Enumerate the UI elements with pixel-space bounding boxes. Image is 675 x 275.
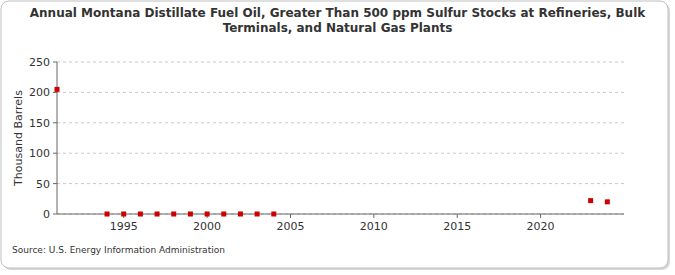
point [255, 212, 260, 217]
point [605, 199, 610, 204]
chart-container: Annual Montana Distillate Fuel Oil, Grea… [0, 0, 675, 275]
x-tick-label: 2005 [276, 220, 304, 233]
point [238, 212, 243, 217]
point [221, 212, 226, 217]
x-tick-label: 1995 [110, 220, 138, 233]
y-tick-label: 150 [29, 117, 50, 130]
title-line: Annual Montana Distillate Fuel Oil, Grea… [30, 6, 646, 20]
y-tick [53, 62, 57, 63]
point [121, 212, 126, 217]
point [138, 212, 143, 217]
point [588, 198, 593, 203]
y-tick [53, 92, 57, 93]
point [271, 212, 276, 217]
title-line: Terminals, and Natural Gas Plants [223, 21, 453, 35]
x-tick [457, 214, 458, 218]
y-tick-label: 50 [36, 178, 50, 191]
x-tick-label: 2010 [360, 220, 388, 233]
grid-line [57, 153, 624, 154]
point [188, 212, 193, 217]
source: Source: U.S. Energy Information Administ… [12, 245, 225, 255]
point [205, 212, 210, 217]
point [155, 212, 160, 217]
x-tick-label: 2020 [527, 220, 555, 233]
y-tick [53, 183, 57, 184]
x-tick [540, 214, 541, 218]
marks [55, 87, 610, 217]
y-tick [53, 122, 57, 123]
y-tick-label: 250 [29, 56, 50, 69]
x-tick-label: 2015 [443, 220, 471, 233]
grid-line [57, 62, 624, 63]
y-tick-label: 100 [29, 147, 50, 160]
y-tick-label: 200 [29, 86, 50, 99]
grid-line [57, 92, 624, 93]
y-tick [53, 153, 57, 154]
chart: Annual Montana Distillate Fuel Oil, Grea… [0, 0, 675, 275]
point [105, 212, 110, 217]
y-axis [57, 62, 58, 214]
x-tick [373, 214, 374, 218]
point [55, 87, 60, 92]
panel [1, 1, 668, 268]
x-tick-label: 2000 [193, 220, 221, 233]
grid-line [57, 122, 624, 123]
x-tick [290, 214, 291, 218]
y-axis-label: Thousand Barrels [12, 90, 25, 187]
title: Annual Montana Distillate Fuel Oil, Grea… [30, 6, 646, 35]
grid-line [57, 183, 624, 184]
point [171, 212, 176, 217]
y-tick [53, 214, 57, 215]
y-tick-label: 0 [43, 208, 50, 221]
